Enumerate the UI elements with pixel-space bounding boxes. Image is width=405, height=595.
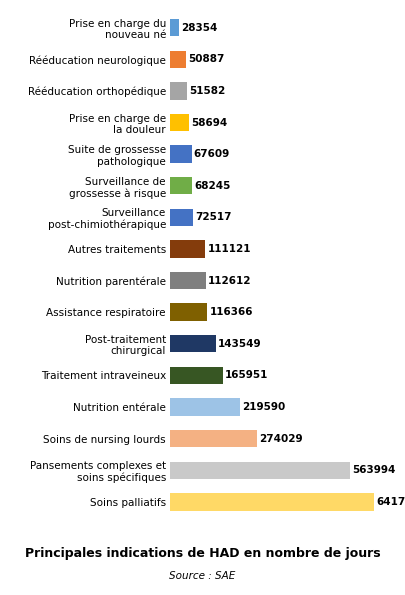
Bar bbox=[170, 240, 205, 258]
Text: 67609: 67609 bbox=[194, 149, 230, 159]
Text: 72517: 72517 bbox=[195, 212, 232, 223]
Text: 274029: 274029 bbox=[260, 434, 303, 444]
Text: 219590: 219590 bbox=[242, 402, 286, 412]
Text: 143549: 143549 bbox=[218, 339, 262, 349]
Text: 112612: 112612 bbox=[208, 275, 252, 286]
Bar bbox=[170, 209, 193, 226]
Bar bbox=[170, 82, 187, 99]
Text: 563994: 563994 bbox=[352, 465, 395, 475]
Bar bbox=[170, 19, 179, 36]
Text: 116366: 116366 bbox=[209, 307, 253, 317]
Bar bbox=[170, 145, 192, 163]
Text: Source : SAE: Source : SAE bbox=[169, 571, 236, 581]
Bar bbox=[170, 51, 186, 68]
Text: 51582: 51582 bbox=[189, 86, 225, 96]
Bar bbox=[170, 367, 223, 384]
Text: 58694: 58694 bbox=[191, 118, 227, 127]
Bar bbox=[170, 303, 207, 321]
Text: 50887: 50887 bbox=[188, 54, 225, 64]
Text: Principales indications de HAD en nombre de jours: Principales indications de HAD en nombre… bbox=[25, 547, 380, 560]
Text: 28354: 28354 bbox=[181, 23, 218, 33]
Bar bbox=[170, 335, 216, 352]
Text: 641718: 641718 bbox=[377, 497, 405, 507]
Bar bbox=[170, 398, 240, 416]
Bar bbox=[170, 430, 257, 447]
Bar bbox=[170, 493, 374, 511]
Bar bbox=[170, 177, 192, 195]
Text: 165951: 165951 bbox=[225, 371, 269, 380]
Text: 111121: 111121 bbox=[208, 244, 251, 254]
Bar bbox=[170, 272, 206, 289]
Bar bbox=[170, 114, 189, 131]
Bar bbox=[170, 462, 350, 479]
Text: 68245: 68245 bbox=[194, 181, 230, 191]
